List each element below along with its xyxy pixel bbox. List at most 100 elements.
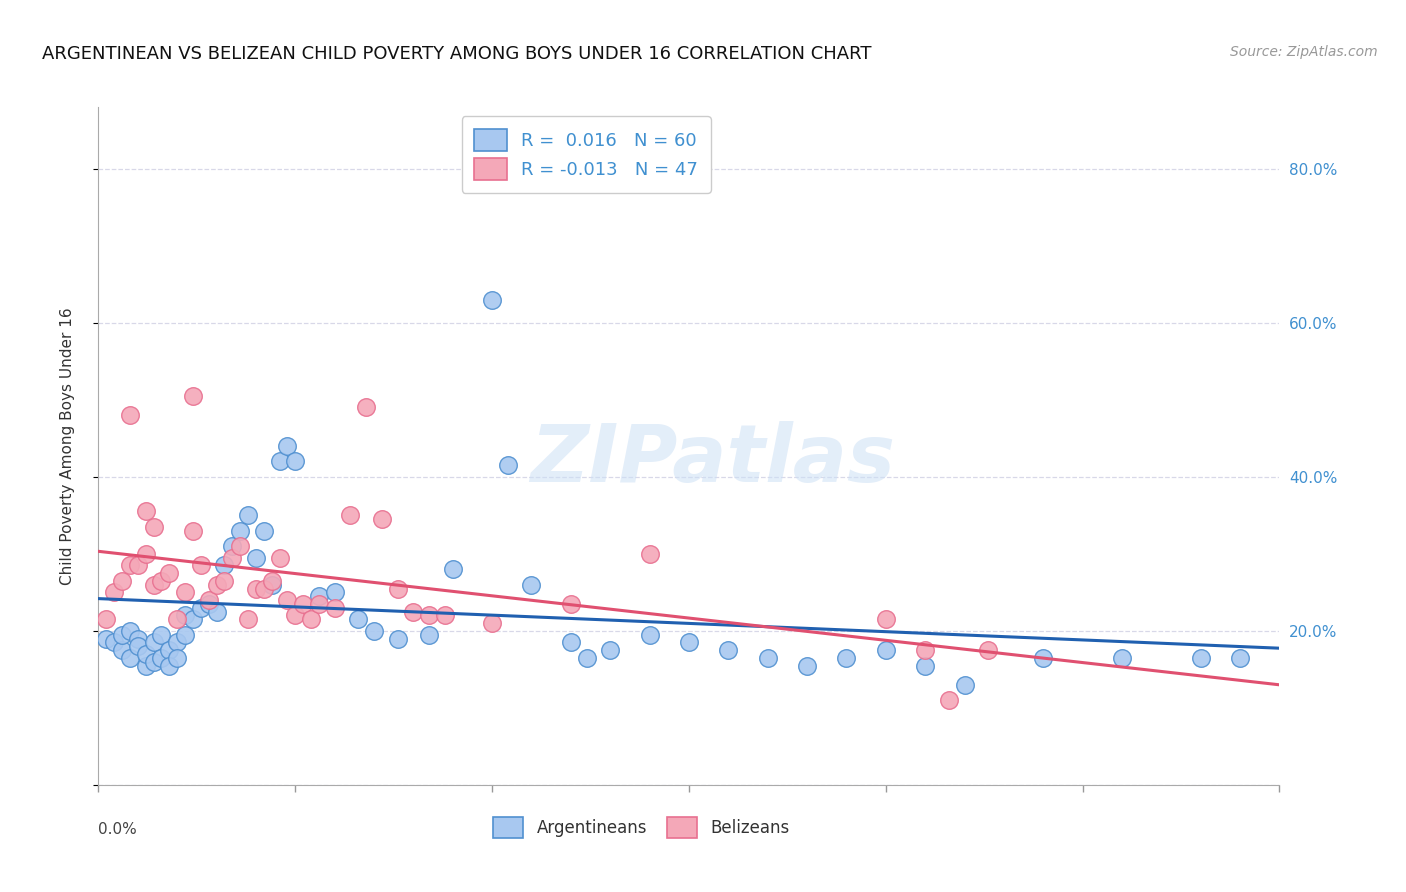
Point — [441, 562, 464, 576]
Point — [756, 651, 779, 665]
Point — [387, 632, 409, 646]
Point — [796, 658, 818, 673]
Point — [166, 651, 188, 665]
Point — [678, 635, 700, 649]
Point — [638, 628, 661, 642]
Point — [560, 597, 582, 611]
Text: ARGENTINEAN VS BELIZEAN CHILD POVERTY AMONG BOYS UNDER 16 CORRELATION CHART: ARGENTINEAN VS BELIZEAN CHILD POVERTY AM… — [42, 45, 872, 62]
Point — [111, 643, 134, 657]
Legend: Argentineans, Belizeans: Argentineans, Belizeans — [486, 811, 797, 845]
Point — [157, 566, 180, 580]
Point — [269, 550, 291, 565]
Point — [1189, 651, 1212, 665]
Point — [96, 632, 118, 646]
Point — [253, 524, 276, 538]
Point — [835, 651, 858, 665]
Point — [214, 558, 236, 573]
Point — [205, 605, 228, 619]
Point — [127, 640, 149, 654]
Point — [269, 454, 291, 468]
Point — [953, 678, 976, 692]
Point — [938, 693, 960, 707]
Point — [347, 612, 370, 626]
Y-axis label: Child Poverty Among Boys Under 16: Child Poverty Among Boys Under 16 — [60, 307, 75, 585]
Point — [717, 643, 740, 657]
Point — [135, 504, 157, 518]
Point — [135, 547, 157, 561]
Point — [111, 628, 134, 642]
Point — [402, 605, 425, 619]
Point — [481, 293, 503, 307]
Point — [308, 597, 330, 611]
Point — [914, 643, 936, 657]
Point — [284, 608, 307, 623]
Point — [221, 550, 243, 565]
Point — [229, 524, 252, 538]
Text: 0.0%: 0.0% — [98, 822, 138, 838]
Point — [1111, 651, 1133, 665]
Point — [875, 643, 897, 657]
Point — [575, 651, 598, 665]
Point — [260, 574, 283, 588]
Point — [181, 389, 204, 403]
Point — [142, 520, 165, 534]
Point — [245, 582, 267, 596]
Point — [599, 643, 621, 657]
Point — [418, 608, 440, 623]
Point — [875, 612, 897, 626]
Point — [496, 458, 519, 473]
Point — [197, 597, 219, 611]
Point — [339, 508, 361, 523]
Point — [181, 524, 204, 538]
Point — [308, 589, 330, 603]
Point — [323, 600, 346, 615]
Point — [433, 608, 456, 623]
Point — [118, 558, 141, 573]
Point — [387, 582, 409, 596]
Text: ZIPatlas: ZIPatlas — [530, 420, 896, 499]
Point — [638, 547, 661, 561]
Point — [292, 597, 315, 611]
Point — [166, 635, 188, 649]
Point — [276, 593, 298, 607]
Point — [127, 632, 149, 646]
Point — [157, 658, 180, 673]
Point — [214, 574, 236, 588]
Point — [284, 454, 307, 468]
Point — [1229, 651, 1251, 665]
Point — [560, 635, 582, 649]
Point — [111, 574, 134, 588]
Point — [118, 624, 141, 638]
Point — [103, 585, 125, 599]
Point — [276, 439, 298, 453]
Point — [181, 612, 204, 626]
Point — [142, 577, 165, 591]
Point — [236, 612, 259, 626]
Point — [127, 558, 149, 573]
Point — [977, 643, 1000, 657]
Point — [245, 550, 267, 565]
Point — [1032, 651, 1054, 665]
Point — [103, 635, 125, 649]
Point — [260, 577, 283, 591]
Point — [323, 585, 346, 599]
Point — [150, 628, 173, 642]
Point — [174, 608, 197, 623]
Point — [174, 628, 197, 642]
Point — [118, 651, 141, 665]
Point — [142, 655, 165, 669]
Point — [418, 628, 440, 642]
Point — [157, 643, 180, 657]
Point — [118, 408, 141, 422]
Point — [354, 401, 377, 415]
Point — [229, 539, 252, 553]
Point — [221, 539, 243, 553]
Point — [150, 651, 173, 665]
Point — [363, 624, 385, 638]
Point — [236, 508, 259, 523]
Point — [914, 658, 936, 673]
Point — [190, 558, 212, 573]
Point — [135, 647, 157, 661]
Point — [142, 635, 165, 649]
Point — [371, 512, 394, 526]
